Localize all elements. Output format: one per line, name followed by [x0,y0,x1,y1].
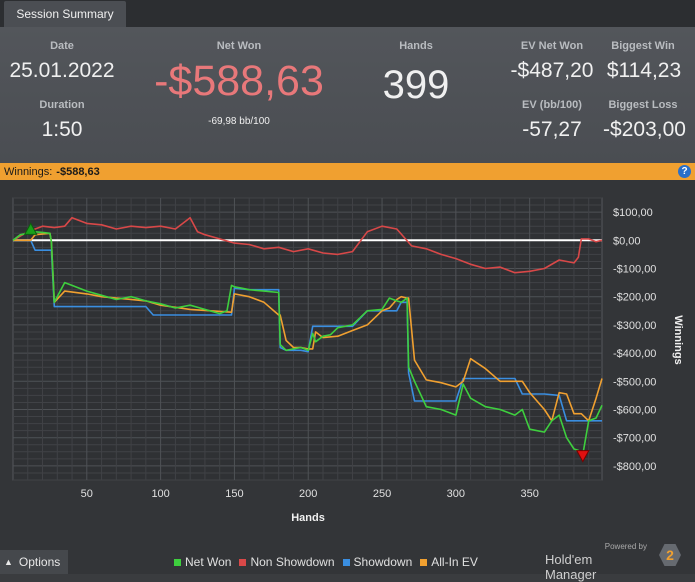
bottom-bar: ▲ Options Net Won Non Showdown Showdown … [0,542,695,582]
x-tick-label: 350 [520,488,538,500]
tab-bar: Session Summary [0,0,695,27]
winnings-value: -$588,63 [56,165,100,178]
hands-label: Hands [399,40,433,52]
chart-lines [12,216,603,456]
net-won-value: -$588,63 [154,57,324,105]
legend-net-won[interactable]: Net Won [174,555,231,569]
x-tick-label: 200 [299,488,317,500]
powered-by-text: Powered by [604,542,647,551]
y-tick-label: -$100,00 [613,264,656,276]
x-tick-label: 150 [225,488,243,500]
duration-value: 1:50 [41,118,83,141]
winnings-chart: 50 100 150 200 250 300 350 $100,00 $0,00 -$100,0… [12,197,684,524]
legend-label: Non Showdown [250,555,335,569]
bb-per-100-value: -69,98 bb/100 [208,116,270,127]
date-value: 25.01.2022 [9,59,115,82]
biggest-loss-value: -$203,00 [603,118,686,141]
y-tick-label: -$500,00 [613,376,656,388]
biggest-win-label: Biggest Win [611,40,675,52]
y-tick-label: $100,00 [613,207,653,219]
legend-non-showdown[interactable]: Non Showdown [239,555,335,569]
x-axis-ticks: 50 100 150 200 250 300 350 [81,488,539,500]
session-summary-panel: Date 25.01.2022 Duration 1:50 Net Won -$… [0,27,695,163]
x-axis-label: Hands [291,512,325,524]
biggest-win-value: $114,23 [606,59,682,82]
biggest-loss-marker [575,450,590,463]
legend-label: All-In EV [431,555,478,569]
net-won-label: Net Won [216,40,262,52]
biggest-loss-label: Biggest Loss [608,99,678,111]
series-line-all-in-ev [13,232,603,422]
legend-label: Net Won [185,555,232,569]
chart-legend: Net Won Non Showdown Showdown All-In EV [174,552,478,572]
ev-net-won-value: -$487,20 [510,59,594,82]
holdem-manager-logo: Powered by Hold'em Manager 2 [545,542,685,582]
legend-all-in-ev[interactable]: All-In EV [420,555,478,569]
legend-swatch [342,558,350,566]
duration-label: Duration [39,99,85,111]
legend-swatch [174,558,181,566]
options-button[interactable]: ▲ Options [0,550,68,574]
x-tick-label: 250 [373,488,391,500]
legend-showdown[interactable]: Showdown [342,555,413,569]
chart-markers [23,222,590,463]
winnings-label: Winnings: [4,165,53,178]
ev-bb-value: -57,27 [522,118,582,141]
hands-value: 399 [382,63,450,107]
y-tick-label: -$200,00 [613,292,656,304]
series-line-non-showdown [12,216,603,274]
question-icon[interactable]: ? [678,165,691,178]
tab-session-summary[interactable]: Session Summary [4,1,126,27]
series-line-net-won [12,229,603,456]
winnings-chart-area: 50 100 150 200 250 300 350 $100,00 $0,00 -$100,0… [0,180,695,550]
options-label: Options [18,555,61,569]
y-tick-label: -$300,00 [613,320,656,332]
series-line-showdown [13,239,602,422]
y-tick-label: -$600,00 [613,405,656,417]
chevron-up-icon: ▲ [4,557,13,567]
y-tick-label: $0,00 [613,235,641,247]
legend-swatch [420,558,428,566]
x-tick-label: 300 [447,488,465,500]
biggest-win-marker [23,222,38,235]
legend-swatch [239,558,247,566]
x-tick-label: 100 [151,488,169,500]
hm2-logo-icon: 2 [659,544,681,566]
brand-name: Hold'em Manager [545,552,597,582]
legend-label: Showdown [353,555,413,569]
x-tick-label: 50 [81,488,93,500]
y-axis-label: Winnings [672,315,684,364]
y-tick-label: -$700,00 [613,433,656,445]
y-tick-label: -$400,00 [613,348,656,360]
winnings-banner: Winnings: -$588,63 ? [0,163,695,180]
y-axis-ticks: $100,00 $0,00 -$100,00 -$200,00 -$300,00 -$40… [613,207,656,473]
date-label: Date [50,40,74,52]
ev-bb-label: EV (bb/100) [522,99,582,111]
y-tick-label: -$800,00 [613,461,656,473]
ev-net-won-label: EV Net Won [520,40,584,52]
